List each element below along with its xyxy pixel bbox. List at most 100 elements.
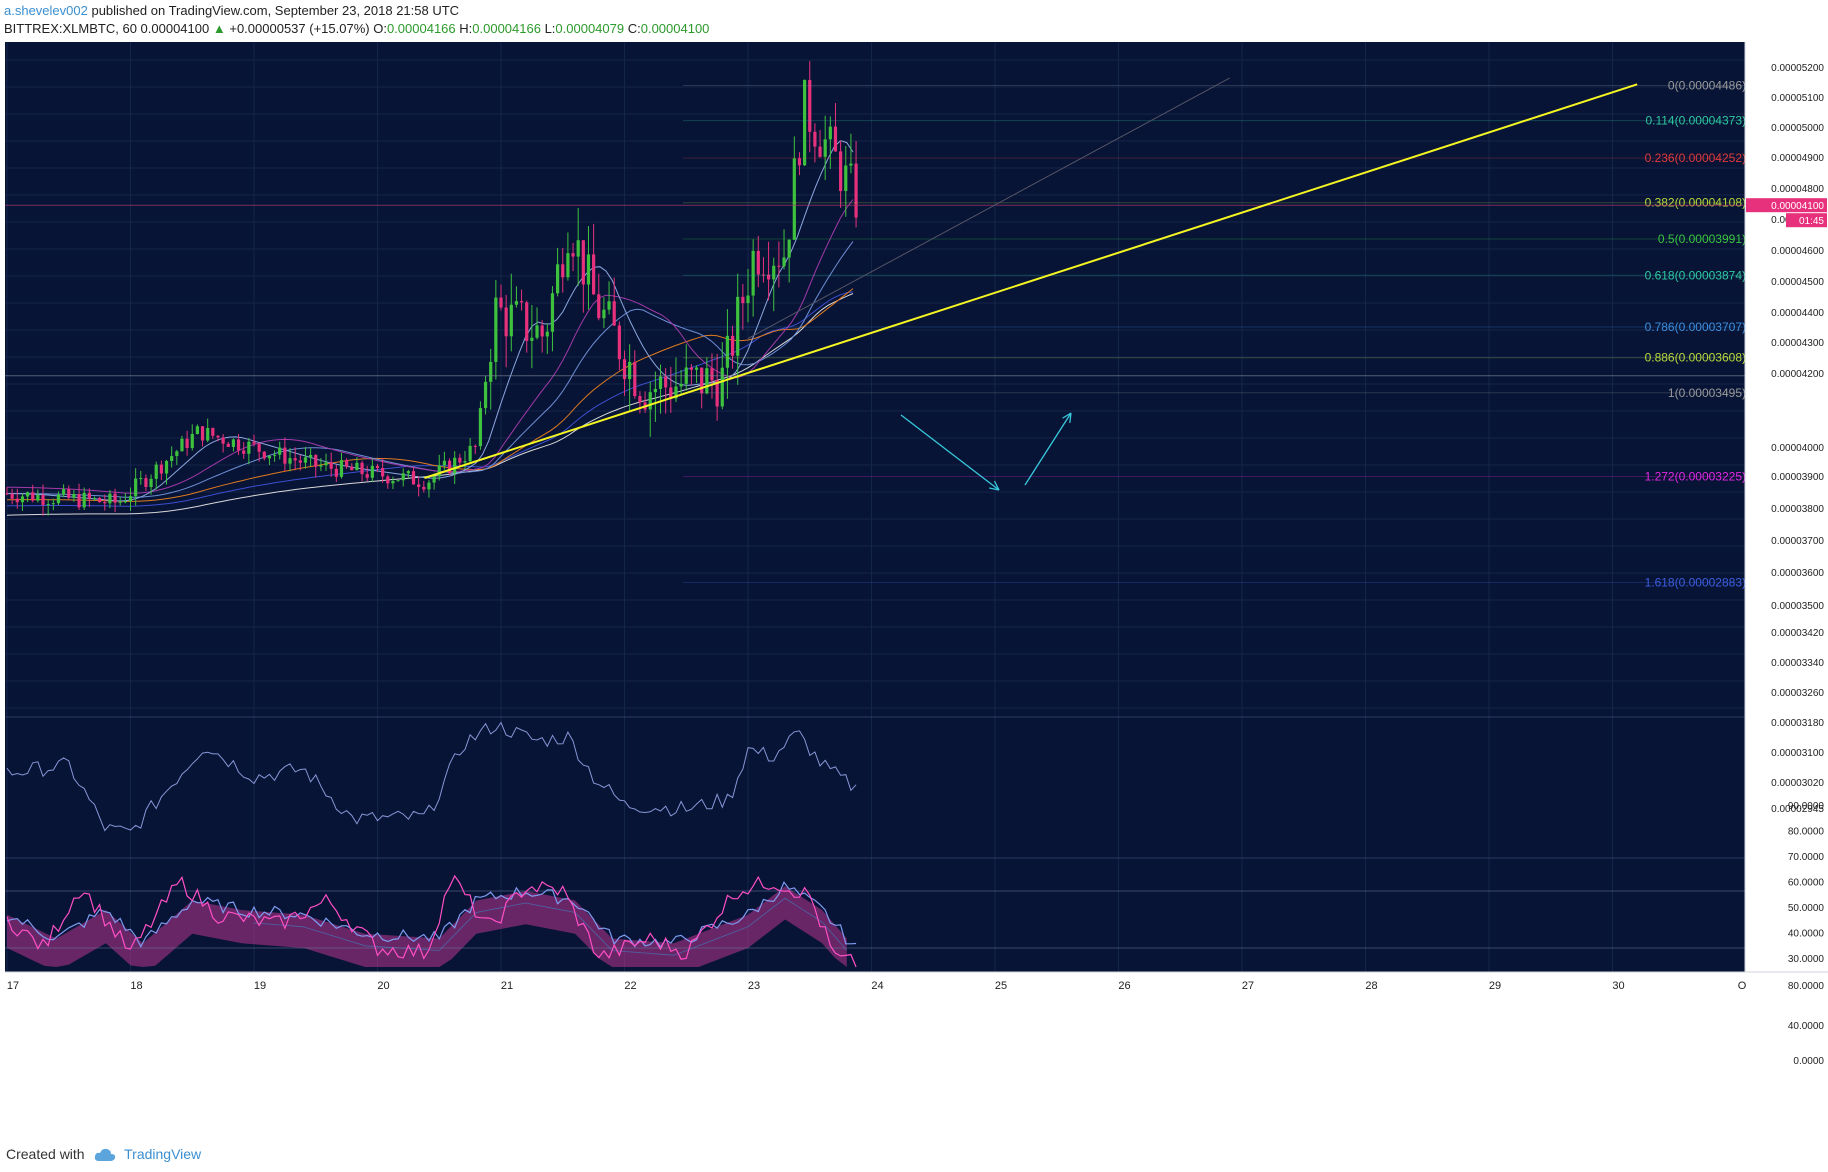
stoch-axis-label: 0.0000 <box>1793 1056 1824 1067</box>
open-label: O: <box>373 21 387 36</box>
price-axis-label: 0.00004500 <box>1771 277 1824 288</box>
price-axis-label: 0.00004800 <box>1771 184 1824 195</box>
candle-body <box>772 265 776 280</box>
candle-body <box>442 460 446 466</box>
candle-body <box>324 462 328 466</box>
candle-body <box>458 457 462 463</box>
candle-body <box>365 474 369 478</box>
candle-body <box>803 79 807 166</box>
time-axis-label: 20 <box>377 980 389 992</box>
time-axis-label: 28 <box>1365 980 1377 992</box>
price-axis-label: 0.00003600 <box>1771 568 1824 579</box>
candle-body <box>262 451 266 459</box>
author-link[interactable]: a.shevelev002 <box>4 3 88 18</box>
candle-body <box>56 494 61 504</box>
candle-body <box>509 304 513 337</box>
candle-body <box>720 367 724 407</box>
candle-body <box>20 496 25 503</box>
candle-body <box>761 274 766 276</box>
candle-body <box>813 131 817 147</box>
stoch-fill-area <box>7 886 847 967</box>
candle-body <box>283 447 287 464</box>
candle-body <box>252 441 256 444</box>
price-axis-label: 0.00005000 <box>1771 123 1824 134</box>
candle-body <box>298 460 302 463</box>
candle-body <box>334 468 338 477</box>
candle-body <box>504 307 508 337</box>
price-chart[interactable]: 0.00005200 0.00005100 0.00005000 0.00004900… <box>0 42 1828 1138</box>
candle-body <box>329 462 333 469</box>
candle-body <box>242 450 246 454</box>
candle-body <box>123 501 127 503</box>
low-value: 0.00004079 <box>555 21 625 36</box>
time-axis-label: 26 <box>1118 980 1130 992</box>
close-value: 0.00004100 <box>640 21 710 36</box>
candle-body <box>489 361 493 382</box>
price-axis-label: 0.00005100 <box>1771 93 1824 104</box>
candle-body <box>849 163 853 166</box>
price-axis-label: 0.00003260 <box>1771 688 1824 699</box>
candle-body <box>154 464 158 479</box>
candle-body <box>797 158 802 166</box>
candle-body <box>833 126 838 152</box>
candle-body <box>267 455 272 459</box>
price-axis-label: 0.00004400 <box>1771 308 1824 319</box>
time-axis-label: 24 <box>871 980 883 992</box>
candle-body <box>360 462 364 475</box>
time-axis-label: 17 <box>7 980 19 992</box>
time-axis-background <box>5 972 1828 997</box>
candle-body <box>67 489 71 498</box>
candle-body <box>777 265 781 267</box>
candle-body <box>370 465 374 478</box>
created-with-text: Created with <box>6 1146 85 1162</box>
candle-body <box>417 484 421 487</box>
candle-body <box>247 441 251 454</box>
price-axis-label: 0.00003800 <box>1771 504 1824 515</box>
tradingview-link[interactable]: TradingView <box>124 1146 202 1162</box>
candle-body <box>25 492 30 497</box>
candle-body <box>339 460 344 477</box>
candle-body <box>98 497 102 503</box>
candles <box>5 61 858 516</box>
high-label: H: <box>459 21 473 36</box>
candle-body <box>823 139 827 157</box>
candle-body <box>303 457 308 463</box>
arrow-shaft <box>900 414 1000 491</box>
candle-body <box>607 301 611 310</box>
candle-body <box>5 493 9 495</box>
candle-body <box>113 493 117 503</box>
candle-body <box>674 386 678 399</box>
trendline <box>424 83 1638 479</box>
candle-body <box>211 428 215 436</box>
candle-body <box>566 253 570 278</box>
grid <box>5 42 1745 972</box>
candle-body <box>653 388 657 393</box>
candle-body <box>118 501 122 503</box>
candle-body <box>473 445 477 447</box>
candle-body <box>751 250 755 296</box>
candle-body <box>622 359 627 380</box>
candle-body <box>648 392 652 410</box>
candle-body <box>844 165 848 191</box>
candle-body <box>190 434 194 448</box>
candle-body <box>386 476 390 484</box>
rsi-axis-label: 90.0000 <box>1788 801 1825 812</box>
candle-body <box>149 478 153 487</box>
price-axis-label: 0.00003700 <box>1771 536 1824 547</box>
candle-body <box>350 466 354 471</box>
price-axis-label: 0.00003340 <box>1771 658 1824 669</box>
candle-body <box>62 489 66 495</box>
symbol-label: BITTREX:XLMBTC, 60 <box>4 21 137 36</box>
candle-body <box>597 294 601 319</box>
candle-body <box>15 498 19 503</box>
candle-body <box>139 478 143 480</box>
candle-body <box>293 458 297 461</box>
fib-level-label: 0.236(0.00004252) <box>1645 151 1746 165</box>
time-axis-label: 23 <box>748 980 760 992</box>
fib-level-label: 0.786(0.00003707) <box>1645 320 1746 334</box>
publish-info: a.shevelev002 published on TradingView.c… <box>4 3 459 18</box>
price-axis-label: 0.00004300 <box>1771 338 1824 349</box>
candle-body <box>31 492 35 501</box>
fib-level-label: 0.5(0.00003991) <box>1658 232 1746 246</box>
candle-body <box>694 367 699 370</box>
